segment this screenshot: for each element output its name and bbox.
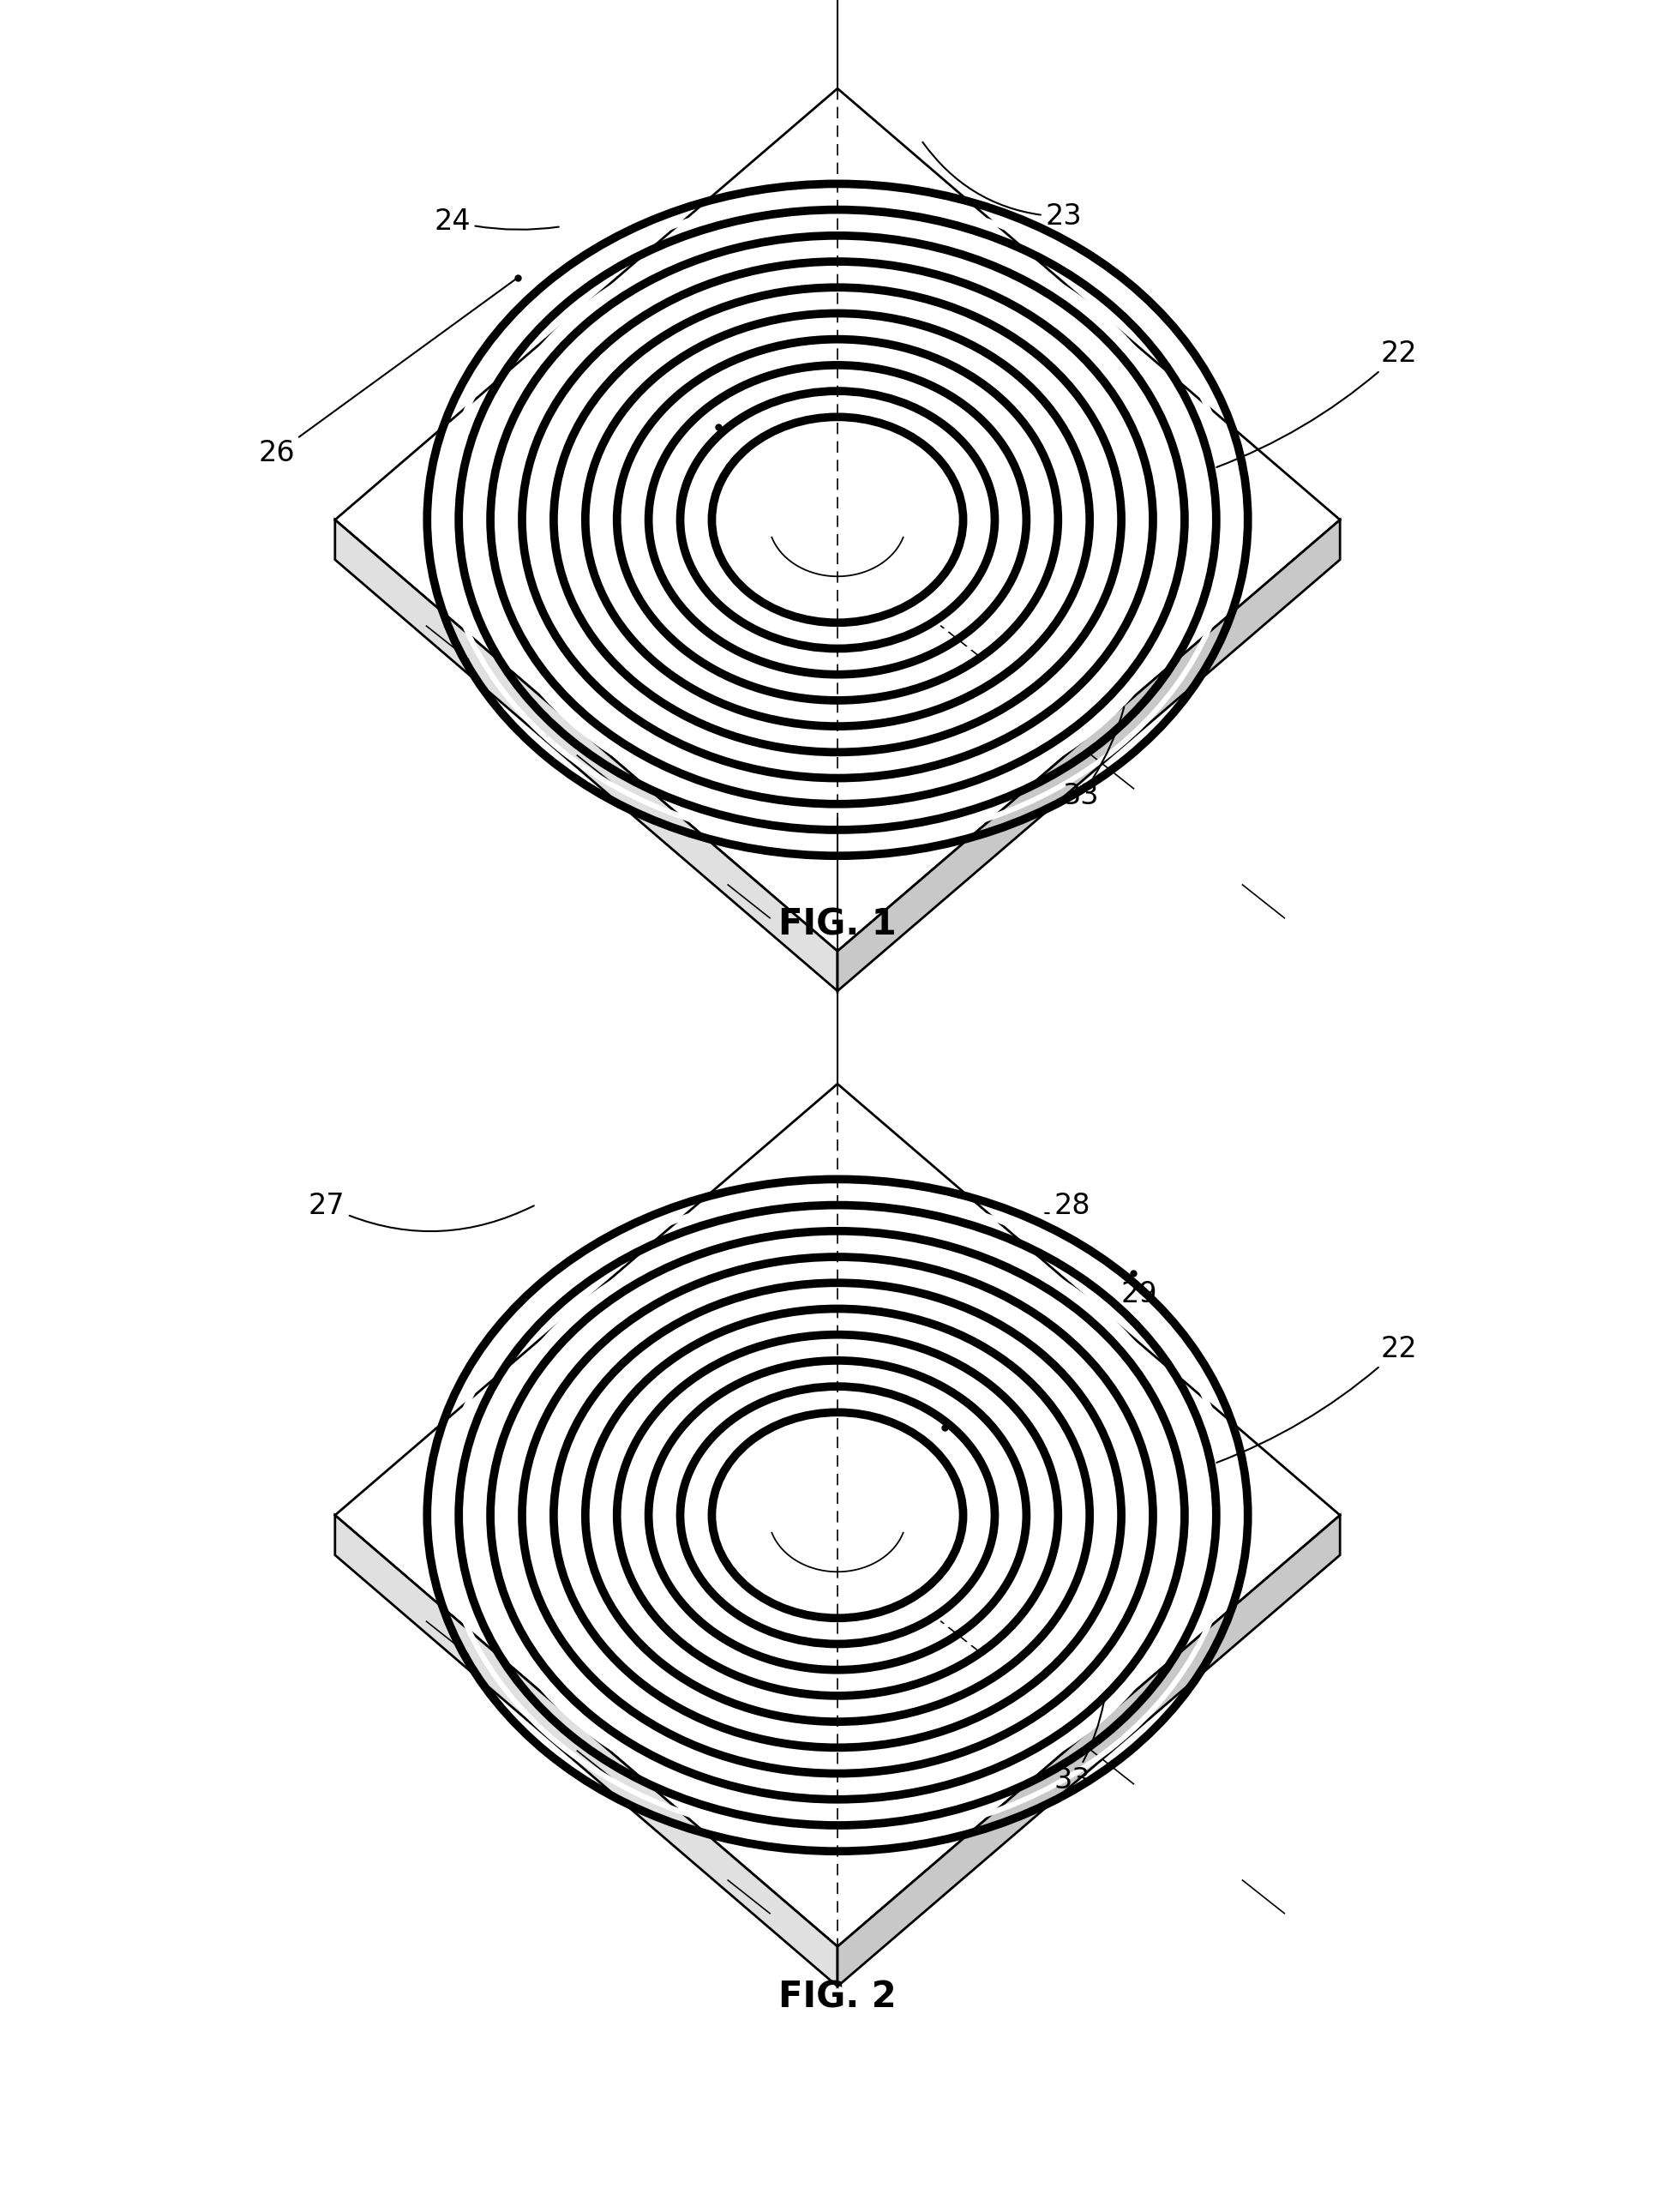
- Polygon shape: [335, 1084, 1340, 1947]
- Text: 24: 24: [434, 208, 559, 234]
- Polygon shape: [335, 1515, 838, 1986]
- Ellipse shape: [747, 447, 928, 593]
- Text: 26: 26: [258, 279, 516, 467]
- Polygon shape: [335, 88, 1340, 951]
- Polygon shape: [335, 520, 838, 991]
- Text: 22: 22: [1216, 1336, 1417, 1462]
- Text: 23: 23: [923, 142, 1082, 230]
- Text: 33: 33: [1054, 1703, 1104, 1794]
- Text: 28: 28: [1045, 1192, 1090, 1219]
- Text: 33: 33: [1062, 708, 1124, 810]
- Polygon shape: [838, 520, 1340, 991]
- Text: 29: 29: [1121, 1276, 1157, 1307]
- Polygon shape: [838, 1515, 1340, 1986]
- Text: FIG. 1: FIG. 1: [779, 907, 896, 942]
- Text: 22: 22: [1216, 341, 1417, 467]
- Text: FIG. 2: FIG. 2: [779, 1980, 896, 2015]
- Text: 27: 27: [308, 1192, 534, 1232]
- Ellipse shape: [747, 1442, 928, 1588]
